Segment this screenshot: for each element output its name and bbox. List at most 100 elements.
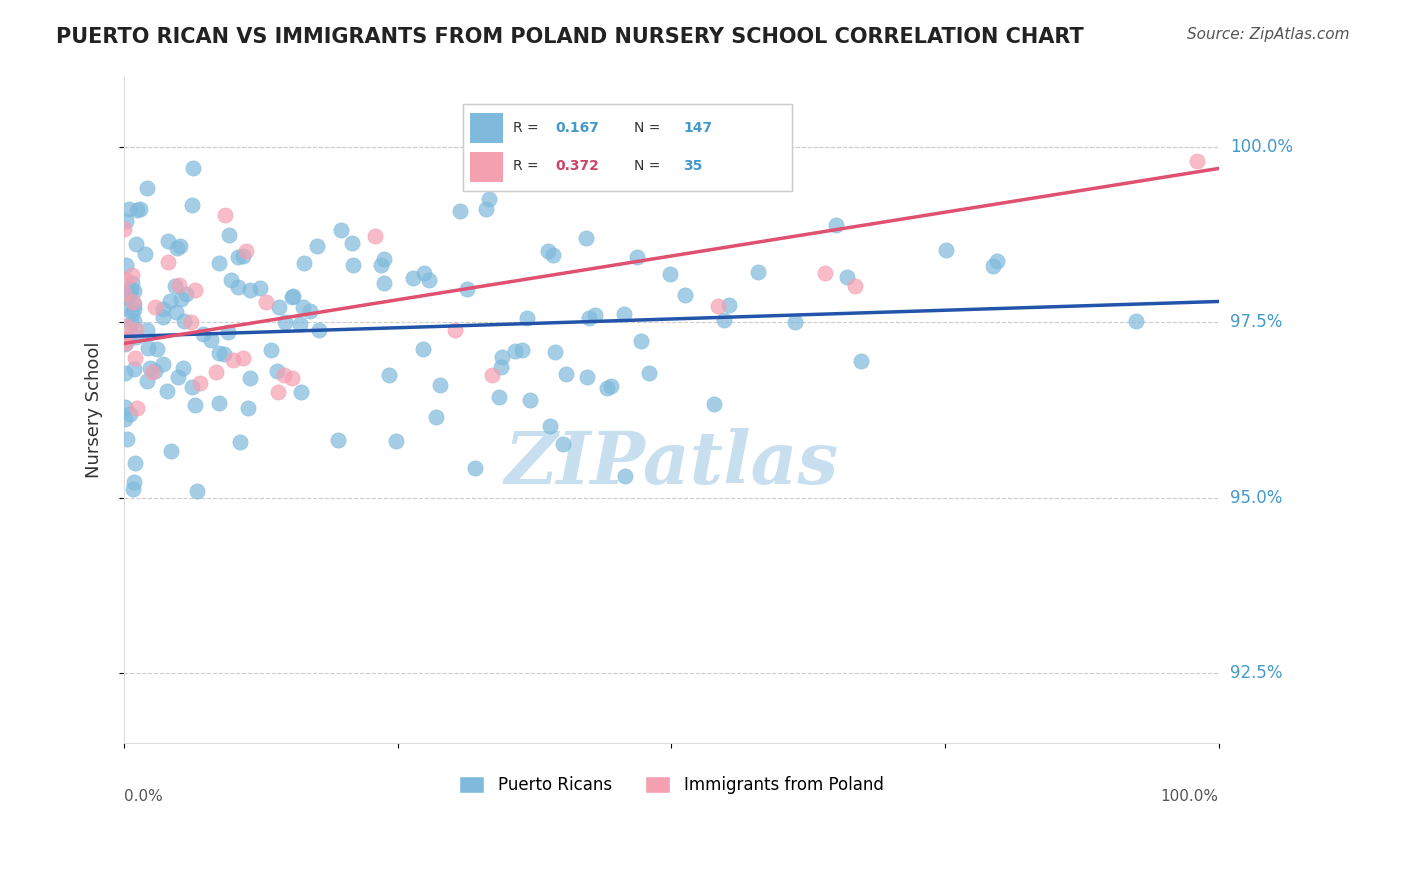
Point xyxy=(491,351,513,365)
Point xyxy=(114,336,136,351)
Point xyxy=(673,288,696,302)
Point xyxy=(159,444,181,458)
Point xyxy=(214,208,236,222)
Point xyxy=(266,385,288,400)
Point xyxy=(167,369,190,384)
Point xyxy=(112,222,135,236)
Point xyxy=(981,259,1004,273)
Point xyxy=(120,282,142,296)
Point xyxy=(188,376,211,390)
Point xyxy=(174,286,197,301)
Point xyxy=(134,246,156,260)
Point xyxy=(713,313,735,327)
Point xyxy=(707,299,730,313)
Point xyxy=(173,314,195,328)
Point xyxy=(120,285,142,299)
Point xyxy=(814,266,837,280)
Point xyxy=(124,456,146,470)
Point xyxy=(370,258,392,272)
Point xyxy=(280,289,302,303)
Point xyxy=(849,354,872,368)
Point xyxy=(115,291,138,305)
Point xyxy=(510,343,533,357)
Point xyxy=(218,228,240,243)
Point xyxy=(136,341,159,355)
Point xyxy=(516,310,538,325)
Point xyxy=(583,308,606,322)
Point xyxy=(229,434,252,449)
Point xyxy=(208,256,231,270)
Point xyxy=(281,289,304,303)
Point xyxy=(553,437,575,451)
Point xyxy=(122,295,145,310)
Point xyxy=(180,380,202,394)
Point xyxy=(456,282,478,296)
Point xyxy=(219,273,242,287)
Point xyxy=(298,303,321,318)
Point xyxy=(554,367,576,381)
Point xyxy=(114,332,136,346)
Point xyxy=(191,326,214,341)
Point xyxy=(125,330,148,344)
Point xyxy=(659,267,682,281)
Point xyxy=(600,378,623,392)
Point xyxy=(481,368,503,382)
Point xyxy=(402,270,425,285)
Point xyxy=(373,277,395,291)
Point xyxy=(717,298,740,312)
Point xyxy=(413,266,436,280)
Point xyxy=(519,392,541,407)
Point xyxy=(114,337,136,351)
Text: 100.0%: 100.0% xyxy=(1161,789,1219,804)
Point xyxy=(169,239,191,253)
Point xyxy=(156,255,179,269)
Point xyxy=(125,401,148,415)
Point xyxy=(543,344,565,359)
Point xyxy=(578,311,600,326)
Point xyxy=(226,250,249,264)
Point xyxy=(464,461,486,475)
Point xyxy=(152,310,174,325)
Point xyxy=(575,231,598,245)
Point xyxy=(280,370,302,384)
Point xyxy=(626,250,648,264)
Point xyxy=(117,332,139,346)
Point xyxy=(239,283,262,297)
Point xyxy=(121,276,143,290)
Point xyxy=(115,319,138,334)
Text: 100.0%: 100.0% xyxy=(1230,138,1292,156)
Point xyxy=(292,300,315,314)
Point xyxy=(129,202,152,216)
Point xyxy=(429,378,451,392)
Point xyxy=(747,265,769,279)
Point xyxy=(541,247,564,261)
Point xyxy=(172,361,194,376)
Text: Source: ZipAtlas.com: Source: ZipAtlas.com xyxy=(1187,27,1350,42)
Point xyxy=(125,323,148,337)
Point xyxy=(112,285,135,300)
Text: 95.0%: 95.0% xyxy=(1230,489,1282,507)
Point xyxy=(124,351,146,365)
Point xyxy=(596,381,619,395)
Point xyxy=(170,292,193,306)
Point xyxy=(503,344,526,359)
Point xyxy=(232,351,254,365)
Point xyxy=(385,434,408,448)
Point xyxy=(232,249,254,263)
Point xyxy=(986,253,1008,268)
Point xyxy=(266,364,288,378)
Point xyxy=(152,357,174,371)
Point xyxy=(630,334,652,349)
Point xyxy=(377,368,399,382)
Point xyxy=(208,346,231,360)
Point xyxy=(156,234,179,248)
Point xyxy=(115,258,138,272)
Point xyxy=(114,213,136,227)
Point xyxy=(122,475,145,489)
Point xyxy=(489,359,512,374)
Point xyxy=(112,332,135,346)
Text: 0.0%: 0.0% xyxy=(124,789,163,804)
Point xyxy=(1125,313,1147,327)
Point xyxy=(326,433,349,447)
Point xyxy=(425,410,447,425)
